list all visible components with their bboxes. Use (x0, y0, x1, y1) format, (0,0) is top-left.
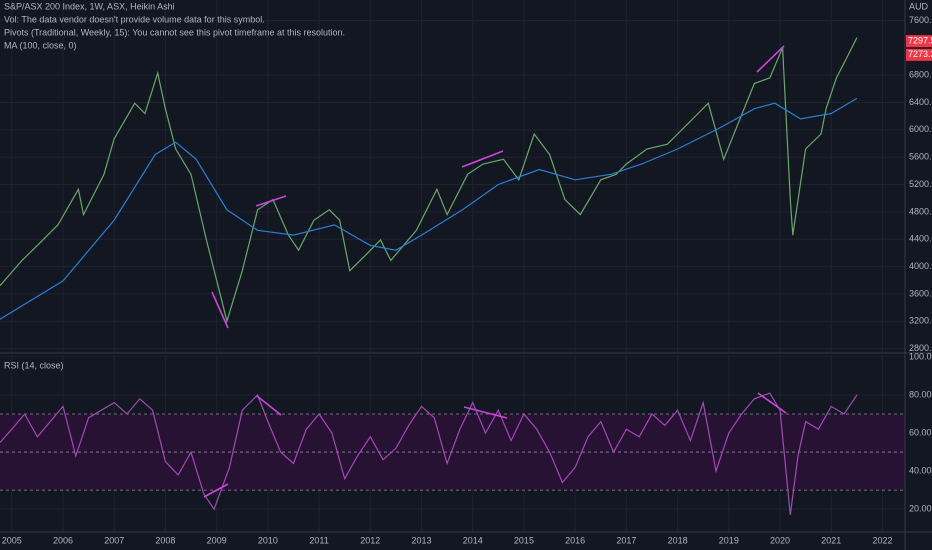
y-tick-label: 7600.0 (909, 15, 932, 25)
y-tick-label: 6000.0 (909, 124, 932, 134)
legend-rsi: RSI (14, close) (4, 360, 64, 370)
divergence (463, 406, 508, 419)
price-label-box (906, 35, 932, 48)
x-tick-label: 2010 (258, 535, 278, 545)
x-tick-label: 2017 (616, 535, 636, 545)
y-tick-label: 4000.0 (909, 261, 932, 271)
y-tick-label: 3600.0 (909, 288, 932, 298)
x-tick-label: 2019 (719, 535, 739, 545)
y-tick-label: 5600.0 (909, 152, 932, 162)
y-tick-label: 6400.0 (909, 97, 932, 107)
divergence (203, 483, 229, 498)
divergence (256, 395, 282, 416)
legend-title: S&P/ASX 200 Index, 1W, ASX, Heikin Ashi (4, 1, 175, 11)
y-tick-label: 3200.0 (909, 316, 932, 326)
x-tick-label: 2020 (770, 535, 790, 545)
y-tick-label: 100.00 (909, 351, 932, 361)
divergence (211, 291, 229, 329)
x-tick-label: 2011 (309, 535, 328, 545)
x-tick-label: 2018 (668, 535, 688, 545)
price-label: 7297.5 (908, 36, 932, 46)
x-tick-label: 2009 (207, 535, 227, 545)
axis: 2800.0 3200.0 3600.0 4000.0 4400.0 4800.0 5200… (2, 15, 932, 545)
y-tick-label: 6800.0 (909, 70, 932, 80)
divergence (756, 45, 785, 73)
x-tick-label: 2005 (2, 535, 22, 545)
x-tick-label: 2015 (514, 535, 534, 545)
y-tick-label: 4400.0 (909, 234, 932, 244)
divergence (255, 195, 287, 207)
x-tick-label: 2013 (411, 535, 431, 545)
series-line (0, 37, 858, 324)
marks (0, 37, 905, 515)
price-label-box (906, 48, 932, 61)
divergence-lines (203, 45, 787, 498)
price-label: 7273.3 (908, 49, 932, 59)
divergence (461, 150, 504, 168)
x-tick-label: 2008 (155, 535, 175, 545)
currency: AUD (909, 1, 929, 11)
y-tick-label: 4800.0 (909, 206, 932, 216)
y-tick-label: 40.00 (909, 465, 932, 475)
legend-note: Pivots (Traditional, Weekly, 15): You ca… (4, 27, 345, 37)
legend-note: Vol: The data vendor doesn't provide vol… (4, 14, 265, 24)
y-tick-label: 5200.0 (909, 179, 932, 189)
x-tick-label: 2016 (565, 535, 585, 545)
legend-ma: MA (100, close, 0) (4, 40, 77, 50)
x-tick-label: 2014 (463, 535, 483, 545)
y-tick-label: 2800.0 (909, 343, 932, 353)
series-line (0, 392, 858, 515)
x-tick-label: 2007 (104, 535, 124, 545)
y-tick-label: 60.00 (909, 427, 932, 437)
y-tick-label: 80.00 (909, 389, 932, 399)
x-tick-label: 2012 (360, 535, 380, 545)
x-tick-label: 2021 (821, 535, 841, 545)
y-tick-label: 20.00 (909, 504, 932, 514)
x-tick-label: 2006 (53, 535, 73, 545)
series-line (0, 97, 858, 320)
divergence (757, 392, 787, 414)
x-tick-label: 2022 (872, 535, 892, 545)
